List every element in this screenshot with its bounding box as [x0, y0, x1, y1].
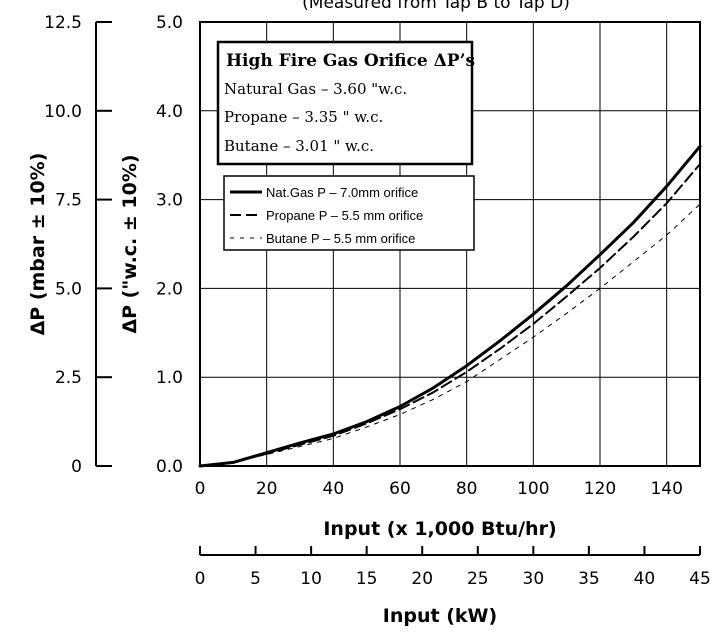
y-tick-label: 4.0 — [156, 102, 183, 122]
series-line-natgas — [198, 144, 702, 468]
secondary-y-tick-label: 0 — [71, 457, 82, 477]
x-tick-label: 120 — [584, 479, 616, 499]
legend: Nat.Gas P – 7.0mm orifice Propane P – 5.… — [223, 175, 475, 251]
secondary-x-tick-label: 5 — [250, 569, 261, 589]
secondary-y-tick-label: 7.5 — [55, 191, 82, 211]
secondary-x-tick-label: 40 — [634, 569, 656, 589]
secondary-y-tick-label: 5.0 — [55, 279, 82, 299]
primary-y-axis: 0.0 1.0 2.0 3.0 4.0 5.0 — [156, 13, 183, 477]
data-series — [198, 144, 702, 468]
secondary-x-tick-label: 15 — [356, 569, 378, 589]
legend-label-natgas: Nat.Gas P – 7.0mm orifice — [266, 185, 418, 200]
secondary-x-axis: 0 5 10 15 20 25 30 35 40 45 — [195, 546, 711, 589]
series-line-propane — [199, 163, 701, 467]
x-axis-title: Input (x 1,000 Btu/hr) — [323, 518, 556, 540]
orifice-info-line: Butane – 3.01 " w.c. — [224, 137, 374, 155]
x-tick-label: 80 — [456, 479, 478, 499]
legend-frame — [223, 175, 475, 251]
y-tick-label: 2.0 — [156, 279, 183, 299]
secondary-x-tick-label: 30 — [523, 569, 545, 589]
secondary-x-tick-label: 35 — [578, 569, 600, 589]
y-tick-label: 1.0 — [156, 368, 183, 388]
y-tick-label: 5.0 — [156, 13, 183, 33]
secondary-x-tick-label: 10 — [300, 569, 322, 589]
y-tick-label: 3.0 — [156, 191, 183, 211]
orifice-info-title: High Fire Gas Orifice ΔP’s — [226, 51, 475, 71]
chart-subtitle: (Measured from Tap B to Tap D) — [302, 0, 570, 13]
x2-axis-title: Input (kW) — [383, 605, 497, 627]
legend-label-butane: Butane P – 5.5 mm orifice — [266, 231, 415, 246]
orifice-info-frame — [216, 40, 474, 166]
secondary-x-tick-label: 0 — [195, 569, 206, 589]
orifice-info-line: Propane – 3.35 " w.c. — [224, 108, 383, 126]
secondary-x-tick-label: 20 — [411, 569, 433, 589]
x-tick-label: 0 — [195, 479, 206, 499]
x-tick-label: 40 — [323, 479, 345, 499]
secondary-y-tick-label: 10.0 — [44, 102, 82, 122]
x-tick-label: 60 — [389, 479, 411, 499]
secondary-y-tick-label: 2.5 — [55, 368, 82, 388]
primary-x-axis: 0 20 40 60 80 100 120 140 — [195, 479, 683, 499]
x-tick-label: 100 — [517, 479, 549, 499]
y-tick-label: 0.0 — [156, 457, 183, 477]
orifice-info-box: High Fire Gas Orifice ΔP’s Natural Gas –… — [216, 40, 475, 166]
secondary-y-axis: 0 2.5 5.0 7.5 10.0 12.5 — [44, 13, 112, 477]
y2-axis-title: ΔP (mbar ± 10%) — [27, 153, 49, 336]
secondary-x-tick-label: 45 — [689, 569, 711, 589]
x-tick-label: 20 — [256, 479, 278, 499]
orifice-info-line: Natural Gas – 3.60 "w.c. — [224, 80, 407, 98]
plot-frame — [199, 21, 701, 467]
x-tick-label: 140 — [650, 479, 682, 499]
secondary-x-tick-label: 25 — [467, 569, 489, 589]
secondary-y-tick-label: 12.5 — [44, 13, 82, 33]
y-axis-title: ΔP ("w.c. ± 10%) — [119, 154, 141, 333]
legend-label-propane: Propane P – 5.5 mm orifice — [266, 208, 423, 223]
series-line-butane — [199, 203, 701, 467]
